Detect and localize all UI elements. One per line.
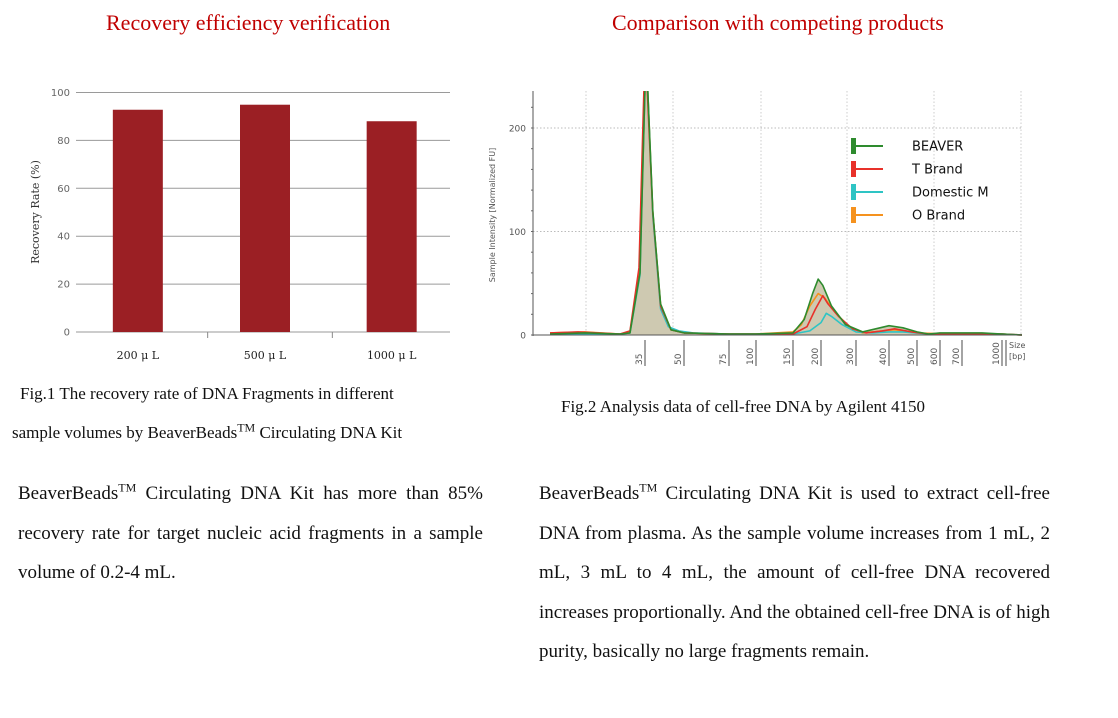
legend-swatch-1 <box>851 161 856 177</box>
x-tick-label: 600 <box>930 348 940 365</box>
legend-label: BEAVER <box>912 140 963 155</box>
fig1-caption-line1: Fig.1 The recovery rate of DNA Fragments… <box>20 384 394 403</box>
intensity-fill-area <box>550 91 1022 335</box>
x-tick-label: 150 <box>783 348 793 365</box>
plot-area <box>549 91 1022 336</box>
series-line-beaver <box>549 91 1022 336</box>
legend-label: O Brand <box>912 209 965 224</box>
x-tick-label: 35 <box>635 354 645 365</box>
right-paragraph-text: Circulating DNA Kit is used to extract c… <box>539 483 1050 662</box>
y-tick-label: 100 <box>509 228 526 238</box>
x-axis-label-size: Size <box>1009 341 1026 350</box>
legend-swatch-3 <box>851 207 856 223</box>
left-paragraph: BeaverBeadsTM Circulating DNA Kit has mo… <box>18 474 483 593</box>
recovery-bar-chart: 0 20 40 60 80 100 200 μ L 500 μ L 1000 μ L Recove… <box>29 88 450 362</box>
left-section-title: Recovery efficiency verification <box>106 10 391 35</box>
y-tick-label: 0 <box>520 332 526 342</box>
right-section-title: Comparison with competing products <box>612 10 944 35</box>
legend-swatch-2 <box>851 184 856 200</box>
bar-0 <box>112 109 163 332</box>
y-axis-label: Sample Intensity [Normalized FU] <box>488 148 497 283</box>
x-tick-label: 700 <box>952 348 962 365</box>
x-tick-label: 1000 <box>992 342 1002 365</box>
x-category-label: 500 μ L <box>244 349 287 362</box>
bar-2 <box>366 121 417 333</box>
x-category-label: 200 μ L <box>117 349 160 362</box>
x-tick-label: 50 <box>674 353 684 365</box>
left-paragraph-tm: TM <box>118 480 137 495</box>
x-tick-label: 75 <box>719 354 729 365</box>
x-tick-label: 200 <box>811 348 821 365</box>
left-paragraph-text: Circulating DNA Kit has more than 85% re… <box>18 483 483 583</box>
x-tick-label: 400 <box>879 348 889 365</box>
right-paragraph-brand: BeaverBeads <box>539 483 640 504</box>
right-paragraph: BeaverBeadsTM Circulating DNA Kit is use… <box>539 474 1050 672</box>
fig1-caption-brand: sample volumes by BeaverBeads <box>12 423 238 442</box>
y-tick-label: 100 <box>51 88 70 99</box>
x-category-label: 1000 μ L <box>367 349 417 362</box>
fig1-caption-rest: Circulating DNA Kit <box>255 423 403 442</box>
y-tick-label: 0 <box>64 328 70 339</box>
y-tick-label: 20 <box>57 280 70 291</box>
x-axis-label-unit: [bp] <box>1009 352 1025 361</box>
y-tick-label: 200 <box>509 125 526 135</box>
fig1-caption-tm: TM <box>237 420 256 435</box>
y-tick-label: 40 <box>57 232 70 243</box>
fig2-caption: Fig.2 Analysis data of cell-free DNA by … <box>561 397 926 416</box>
x-tick-label: 100 <box>746 348 756 365</box>
legend-label: T Brand <box>911 163 963 178</box>
x-tick-label: 500 <box>907 348 917 365</box>
x-tick-label: 300 <box>846 348 856 365</box>
right-paragraph-tm: TM <box>639 480 658 495</box>
left-paragraph-brand: BeaverBeads <box>18 483 119 504</box>
fig1-caption-line2: sample volumes by BeaverBeadsTM Circulat… <box>12 420 403 443</box>
y-tick-label: 80 <box>57 136 70 147</box>
legend-swatch-0 <box>851 138 856 154</box>
bar-1 <box>240 104 290 332</box>
y-tick-label: 60 <box>57 184 70 195</box>
y-axis-label: Recovery Rate (%) <box>29 160 42 264</box>
agilent-electropherogram-chart: 0 100 200 Sample Intensity [Normalized FU] 3… <box>488 91 1026 366</box>
legend-label: Domestic M <box>912 186 989 201</box>
